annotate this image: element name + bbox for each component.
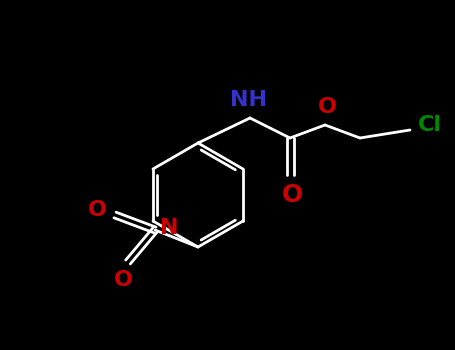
Text: O: O xyxy=(318,97,337,117)
Text: Cl: Cl xyxy=(418,115,442,135)
Text: N: N xyxy=(160,218,178,238)
Text: NH: NH xyxy=(229,90,267,110)
Text: O: O xyxy=(88,200,107,220)
Text: O: O xyxy=(281,183,303,207)
Text: O: O xyxy=(113,270,132,290)
